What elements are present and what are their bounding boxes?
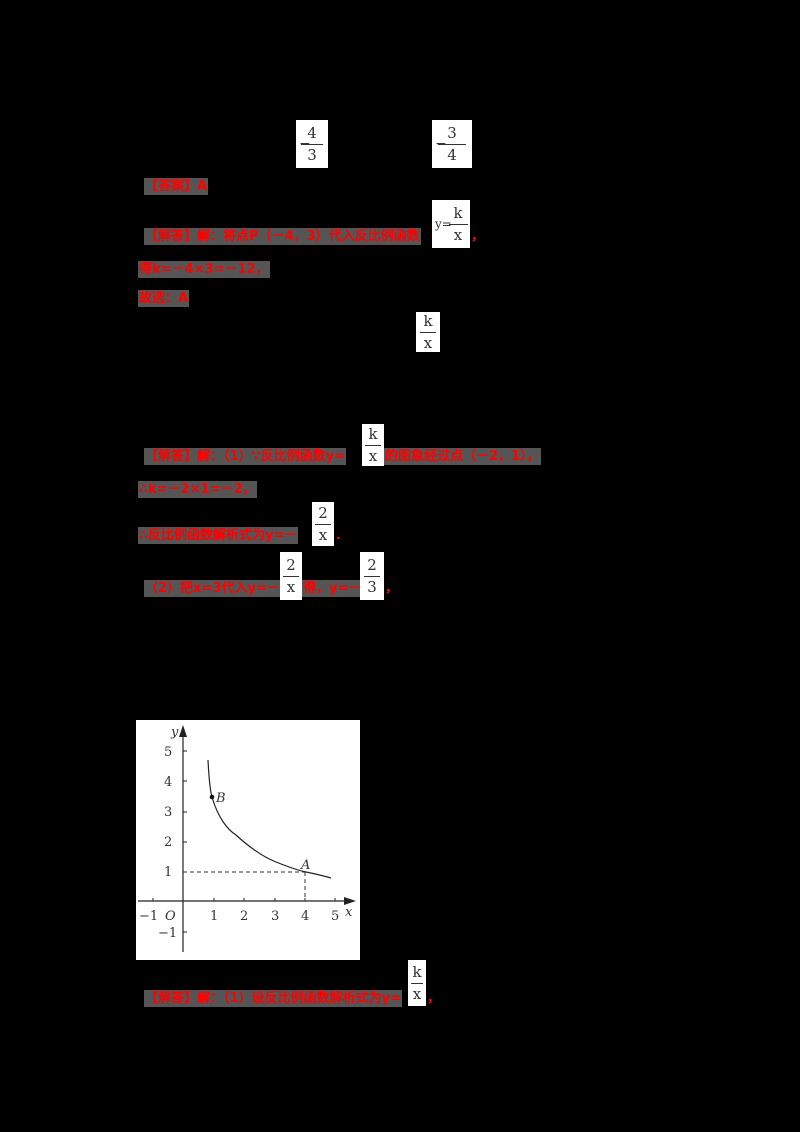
option-d-fraction: − 3 4 <box>432 120 472 168</box>
q2-solution-tail: 的图象经过点（－2，1）， <box>384 448 541 465</box>
graph-svg: −1 O 1 2 3 4 5 x 5 4 3 2 1 −1 y B A <box>138 725 356 952</box>
numerator: k <box>368 424 378 443</box>
q2-result-fraction: 2 x <box>312 502 334 546</box>
minus-sign: − <box>435 136 447 152</box>
fraction-bar <box>365 444 381 446</box>
y-axis-arrow-icon <box>179 725 187 737</box>
denominator: 3 <box>367 577 377 596</box>
fraction-bar <box>283 575 299 577</box>
q1-choice: 故选：A <box>138 290 190 307</box>
fraction-bar <box>410 982 424 984</box>
q2-result-text: ∴反比例函数解析式为y=－ <box>138 527 299 544</box>
q1-comma: ， <box>471 229 485 244</box>
q2-part2-text: （2）把x=3代入y=－ <box>144 580 281 597</box>
q2-part2-comma: ， <box>385 581 399 596</box>
svg-text:A: A <box>300 858 310 873</box>
svg-text:−1: −1 <box>158 926 177 941</box>
svg-text:−1: −1 <box>139 909 158 924</box>
svg-text:x: x <box>345 905 353 920</box>
fraction-bar <box>300 143 324 145</box>
q3-function-fraction: k x <box>408 960 426 1006</box>
fraction-bar <box>363 575 381 577</box>
q1-solution-text: 【解答】解：将点P（－4，3）代入反比例函数 <box>144 228 421 245</box>
denominator: 4 <box>447 145 457 164</box>
denominator: x <box>412 984 422 1003</box>
q2-solution-text: 【解答】解：（1）∵反比例函数y= <box>144 448 346 465</box>
option-c-fraction: − 4 3 <box>296 120 328 168</box>
svg-text:y: y <box>170 725 179 740</box>
svg-text:3: 3 <box>164 805 172 820</box>
svg-text:1: 1 <box>210 909 218 924</box>
numerator: 4 <box>307 123 317 142</box>
q2-part2-mid: 得，y=－ <box>302 580 363 597</box>
point-b <box>209 794 215 800</box>
numerator: 2 <box>367 555 377 574</box>
q1-function-fraction: k x y= <box>432 200 470 248</box>
numerator: 2 <box>286 555 296 574</box>
svg-text:5: 5 <box>331 909 339 924</box>
svg-text:3: 3 <box>271 909 279 924</box>
fraction-bar <box>448 223 468 225</box>
svg-text:1: 1 <box>164 865 172 880</box>
q2-function-fraction: k x <box>362 424 384 466</box>
denominator: x <box>423 333 433 352</box>
svg-text:O: O <box>165 909 176 924</box>
q1-extra-fraction: k x <box>416 312 440 352</box>
q3-comma: ， <box>427 991 441 1006</box>
denominator: x <box>368 446 378 465</box>
svg-text:2: 2 <box>240 909 248 924</box>
hyperbola-curve <box>207 759 332 879</box>
svg-text:2: 2 <box>164 835 172 850</box>
q1-k-calc: 得k=－4×3=－12， <box>138 261 270 278</box>
y-equals: y= <box>435 217 452 231</box>
denominator: x <box>453 225 463 244</box>
svg-text:4: 4 <box>301 909 309 924</box>
denominator: 3 <box>307 145 317 164</box>
svg-text:5: 5 <box>164 745 172 760</box>
fraction-bar <box>419 331 437 333</box>
svg-text:4: 4 <box>164 775 172 790</box>
numerator: k <box>453 203 463 222</box>
q3-solution-text: 【解答】解：（1）设反比例函数解析式为y= <box>144 990 402 1007</box>
numerator: 2 <box>318 503 328 522</box>
numerator: 3 <box>447 123 457 142</box>
inverse-function-graph: −1 O 1 2 3 4 5 x 5 4 3 2 1 −1 y B A <box>136 720 360 960</box>
denominator: x <box>318 525 328 544</box>
denominator: x <box>286 577 296 596</box>
fraction-bar <box>438 143 466 145</box>
q2-result-period: ． <box>335 528 349 543</box>
answer-label: 【答案】A <box>144 178 209 195</box>
x-axis-arrow-icon <box>344 897 356 905</box>
numerator: k <box>412 962 422 981</box>
q2-sub-fraction: 2 x <box>280 552 302 600</box>
numerator: k <box>423 311 433 330</box>
svg-text:B: B <box>215 791 226 806</box>
minus-sign: − <box>299 136 311 152</box>
q2-answer-fraction: 2 3 <box>360 552 384 600</box>
q2-k-calc: ∴k=－2×1=－2， <box>138 481 257 498</box>
fraction-bar <box>315 523 331 525</box>
